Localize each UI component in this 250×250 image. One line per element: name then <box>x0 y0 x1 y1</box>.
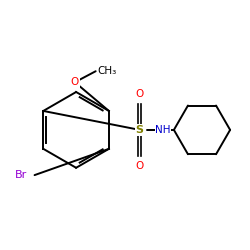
Text: S: S <box>136 125 144 135</box>
Text: Br: Br <box>15 170 27 180</box>
Text: O: O <box>71 77 79 87</box>
Text: NH: NH <box>155 125 171 135</box>
Text: O: O <box>136 161 144 171</box>
Text: CH₃: CH₃ <box>97 66 116 76</box>
Text: O: O <box>136 89 144 99</box>
